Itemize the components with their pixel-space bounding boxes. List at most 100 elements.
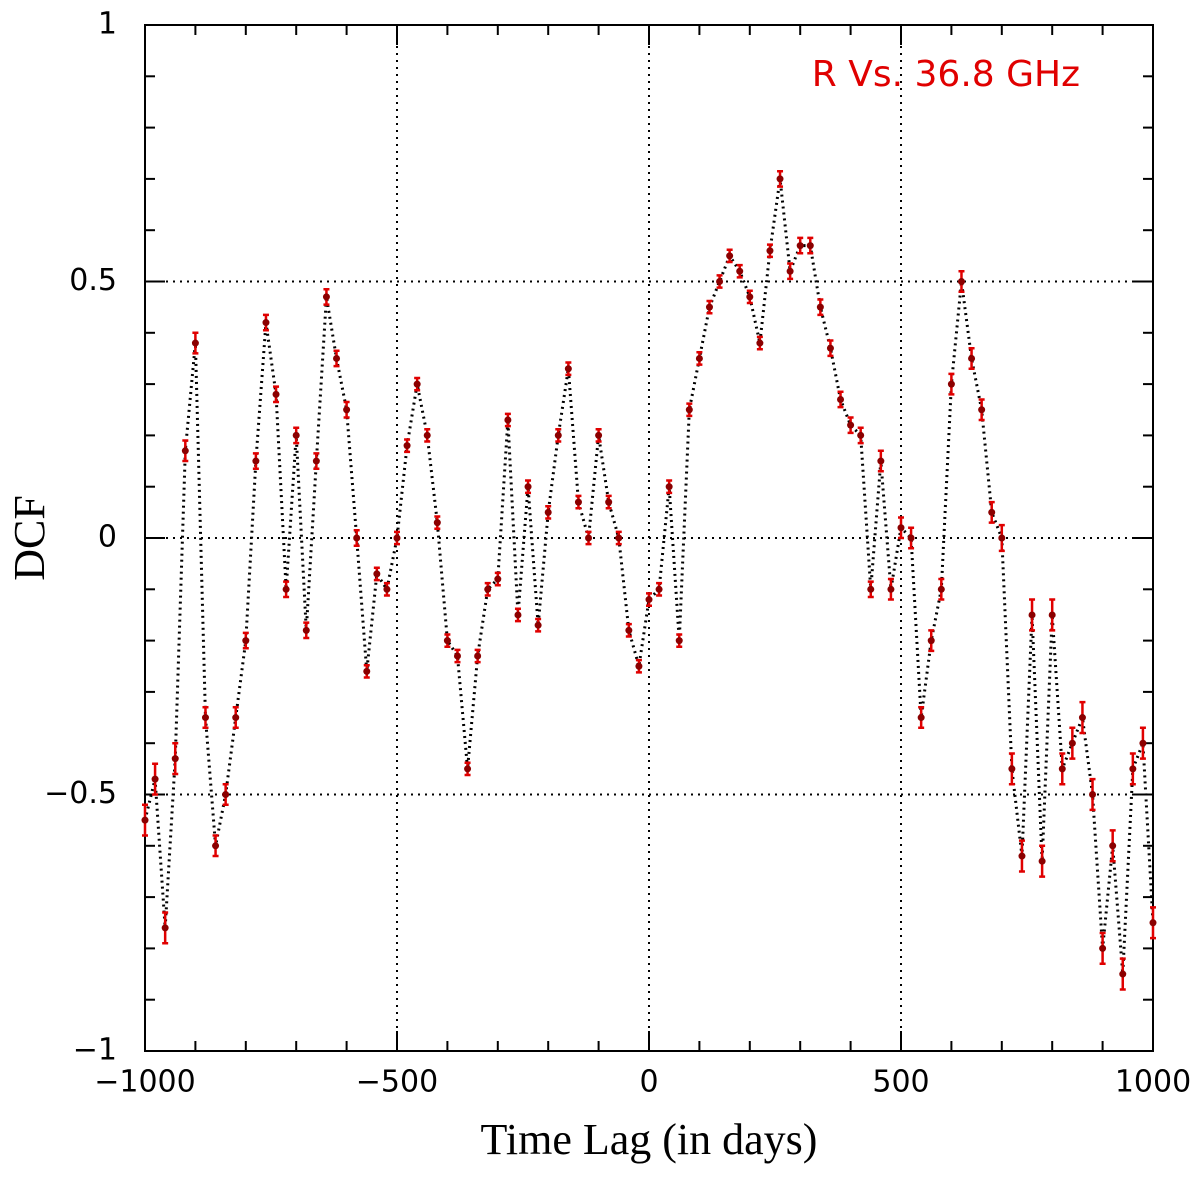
data-point — [333, 354, 341, 362]
data-point — [1038, 857, 1046, 865]
data-point — [1129, 765, 1137, 773]
data-point — [141, 816, 149, 824]
data-point — [675, 637, 683, 645]
data-point — [746, 293, 754, 301]
data-point — [161, 924, 169, 932]
data-point — [504, 416, 512, 424]
data-point — [1008, 765, 1016, 773]
data-point — [877, 457, 885, 465]
data-point — [312, 457, 320, 465]
data-point — [574, 498, 582, 506]
data-point — [837, 395, 845, 403]
data-point — [988, 508, 996, 516]
data-point — [816, 303, 824, 311]
x-tick-label: 0 — [639, 1065, 658, 1100]
data-point — [1018, 852, 1026, 860]
data-point — [1048, 611, 1056, 619]
data-point — [363, 667, 371, 675]
data-point — [292, 431, 300, 439]
y-tick-label: 1 — [98, 7, 117, 42]
data-point — [665, 483, 673, 491]
data-point — [595, 431, 603, 439]
data-point — [564, 365, 572, 373]
data-point — [443, 637, 451, 645]
data-point — [534, 621, 542, 629]
x-tick-label: −1000 — [94, 1065, 195, 1100]
data-point — [262, 319, 270, 327]
data-point — [695, 354, 703, 362]
data-point — [302, 626, 310, 634]
data-point — [252, 457, 260, 465]
y-tick-label: −0.5 — [44, 776, 117, 811]
data-point — [776, 175, 784, 183]
data-point — [736, 267, 744, 275]
data-point — [655, 585, 663, 593]
data-point — [494, 575, 502, 583]
data-point — [151, 775, 159, 783]
data-point — [554, 431, 562, 439]
data-point — [181, 447, 189, 455]
data-point — [544, 508, 552, 516]
data-point — [756, 339, 764, 347]
data-line — [143, 178, 1155, 975]
data-point — [927, 637, 935, 645]
data-point — [322, 293, 330, 301]
data-point — [957, 278, 965, 285]
data-point — [917, 714, 925, 722]
data-point — [766, 247, 774, 255]
data-point — [282, 585, 290, 593]
data-point — [605, 498, 613, 506]
data-point — [615, 534, 623, 542]
data-point — [1139, 739, 1147, 747]
data-point — [1109, 842, 1117, 850]
data-point — [383, 585, 391, 593]
data-point — [272, 390, 280, 398]
x-tick-label: 1000 — [1115, 1065, 1191, 1100]
data-point — [423, 431, 431, 439]
data-point — [403, 442, 411, 450]
data-point — [1089, 791, 1097, 798]
data-point — [212, 842, 220, 850]
data-point — [907, 534, 915, 542]
data-point — [514, 611, 522, 619]
data-point — [635, 662, 643, 670]
data-point — [716, 278, 724, 285]
y-tick-label: −1 — [73, 1033, 117, 1068]
data-point — [1099, 944, 1107, 952]
data-point — [524, 483, 532, 491]
data-point — [1149, 919, 1157, 927]
x-axis-label: Time Lag (in days) — [481, 1115, 818, 1164]
data-point — [373, 570, 381, 578]
data-point — [826, 344, 834, 352]
data-point — [847, 421, 855, 429]
data-point — [191, 339, 199, 347]
data-point — [998, 534, 1006, 542]
data-point — [453, 652, 461, 660]
data-point — [947, 380, 955, 388]
x-tick-label: 500 — [872, 1065, 929, 1100]
data-point — [806, 242, 814, 250]
data-point — [242, 637, 250, 645]
data-point — [413, 380, 421, 388]
data-point — [968, 354, 976, 362]
data-point — [1068, 739, 1076, 747]
data-point — [867, 585, 875, 593]
data-point — [796, 242, 804, 250]
data-point — [464, 765, 472, 773]
y-axis-label: DCF — [5, 495, 54, 581]
data-point — [887, 585, 895, 593]
data-point — [978, 406, 986, 414]
data-point — [1028, 611, 1036, 619]
data-point — [433, 519, 441, 527]
annotation: R Vs. 36.8 GHz — [812, 54, 1080, 95]
data-point — [1119, 970, 1127, 978]
y-tick-label: 0.5 — [69, 263, 117, 298]
plot-frame — [144, 24, 1154, 1052]
data-point — [786, 267, 794, 275]
data-point — [585, 534, 593, 542]
data-point — [232, 714, 240, 722]
data-point — [353, 534, 361, 542]
x-tick-label: −500 — [356, 1065, 438, 1100]
data-point — [1058, 765, 1066, 773]
